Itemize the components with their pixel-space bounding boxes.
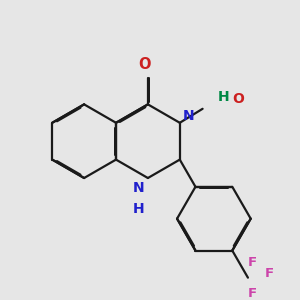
- Text: F: F: [247, 256, 256, 269]
- Text: F: F: [247, 287, 256, 300]
- Text: O: O: [232, 92, 244, 106]
- Text: N: N: [132, 181, 144, 195]
- Text: N: N: [183, 109, 194, 123]
- Text: H: H: [132, 202, 144, 216]
- Text: F: F: [265, 267, 274, 280]
- Text: H: H: [218, 90, 230, 104]
- Text: O: O: [138, 57, 150, 72]
